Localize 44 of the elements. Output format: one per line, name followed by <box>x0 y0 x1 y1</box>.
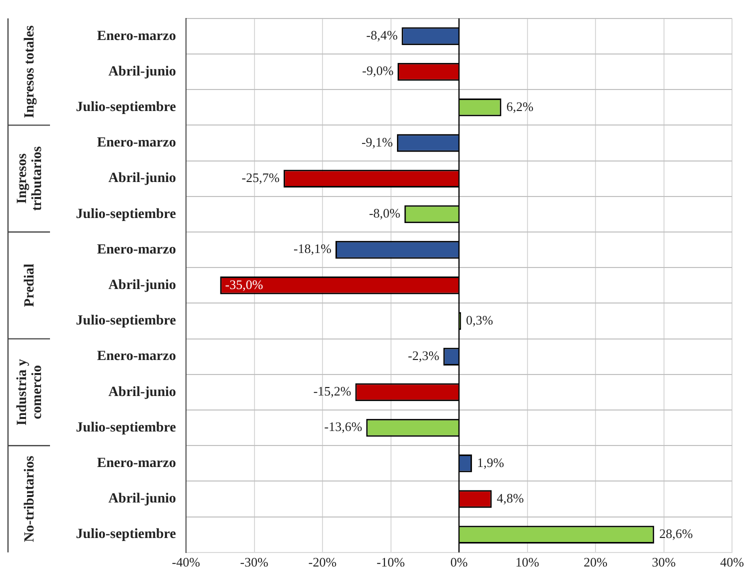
y-tick-label: Abril-junio <box>108 384 176 400</box>
y-tick-label: Enero-marzo <box>96 242 176 258</box>
y-tick-label: Enero-marzo <box>96 456 176 472</box>
y-tick-label: Abril-junio <box>108 278 176 294</box>
x-tick-label: 30% <box>652 554 676 570</box>
x-tick-label: 40% <box>720 554 744 570</box>
x-tick-label: -30% <box>240 554 268 570</box>
x-tick-label: 20% <box>584 554 608 570</box>
data-label: 1,9% <box>476 454 504 470</box>
y-tick-label: Julio-septiembre <box>76 100 176 116</box>
y-tick-label: Enero-marzo <box>96 136 176 151</box>
y-tick-label: Julio-septiembre <box>76 420 176 436</box>
data-label: -15,2% <box>313 384 352 399</box>
x-tick-label: 10% <box>515 554 540 570</box>
x-tick-label: 0% <box>450 554 468 570</box>
data-label: -9,1% <box>361 134 394 150</box>
data-label: -25,7% <box>242 170 280 186</box>
y-tick-label: Enero-marzo <box>96 349 176 364</box>
data-label: 6,2% <box>506 98 534 114</box>
data-label: -35,0% <box>225 276 264 292</box>
data-label: -9,0% <box>362 63 394 78</box>
x-tick-label: -40% <box>172 554 200 570</box>
text: Ingresos tributarios <box>15 146 46 211</box>
data-label: 0,3% <box>466 312 494 328</box>
data-label: -13,6% <box>324 419 362 434</box>
y-tick-label: Julio-septiembre <box>76 527 176 542</box>
data-label: -18,1% <box>294 241 332 256</box>
y-tick-label: Abril-junio <box>108 171 176 186</box>
y-tick-label: Abril-junio <box>108 492 176 507</box>
text: Predial <box>22 264 38 308</box>
x-tick-label: -20% <box>308 554 337 570</box>
y-tick-label: Enero-marzo <box>96 28 176 44</box>
text: Industria y comercio <box>15 358 46 426</box>
data-label: 4,8% <box>496 490 524 506</box>
data-label: 28,6% <box>659 526 693 542</box>
x-tick-label: -10% <box>376 554 405 570</box>
data-label: -2,3% <box>408 348 440 364</box>
data-label: -8,0% <box>368 206 401 221</box>
data-label: -8,4% <box>366 28 398 43</box>
text: No-tributarios <box>22 455 38 542</box>
y-tick-label: Abril-junio <box>108 64 176 80</box>
text: Ingresos totales <box>22 24 38 118</box>
y-tick-label: Julio-septiembre <box>76 206 176 222</box>
y-tick-label: Julio-septiembre <box>76 314 176 329</box>
